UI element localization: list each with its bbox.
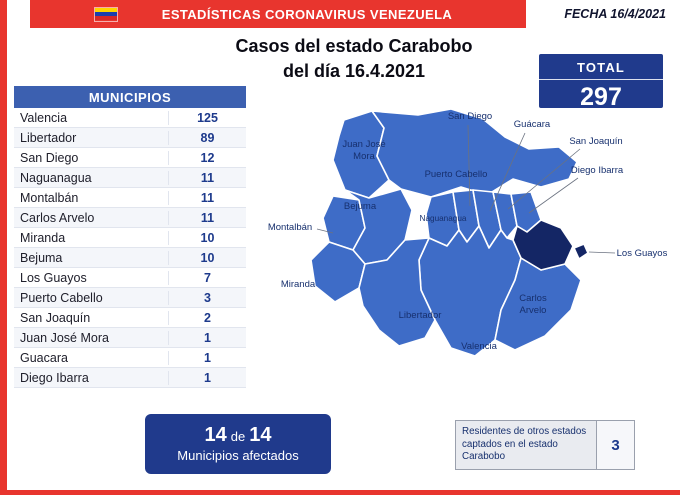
table-row: Puerto Cabello 3: [14, 288, 246, 308]
municipality-name: Bejuma: [20, 250, 63, 265]
table-rows: Valencia 125 Libertador 89 San Diego 12 Nag…: [14, 108, 246, 388]
table-row: Libertador 89: [14, 128, 246, 148]
table-row: Guacara 1: [14, 348, 246, 368]
affected-municipalities-box: 14 de 14 Municipios afectados: [145, 414, 331, 474]
leader-line-montalban: [316, 228, 334, 234]
municipality-value: 1: [168, 350, 246, 365]
municipality-name: Montalbán: [20, 190, 79, 205]
municipality-value: 7: [168, 270, 246, 285]
municipality-value: 10: [168, 250, 246, 265]
map-label-montalban: Montalbán: [268, 222, 312, 233]
municipality-value: 1: [168, 370, 246, 385]
leader-line-los-guayos: [588, 251, 616, 254]
affected-count-line: 14 de 14: [205, 425, 272, 445]
table-row: Naguanagua 11: [14, 168, 246, 188]
municipality-name: Los Guayos: [20, 270, 87, 285]
municipality-value: 12: [168, 150, 246, 165]
municipality-name: Juan José Mora: [20, 330, 109, 345]
map-label-san-diego: San Diego: [448, 111, 492, 122]
municipality-name: San Diego: [20, 150, 79, 165]
municipality-value: 2: [168, 310, 246, 325]
leader-line-diego-ibarra: [528, 177, 579, 214]
leader-line-san-diego: [467, 124, 471, 207]
map-label-diego-ibarra: Diego Ibarra: [571, 165, 624, 176]
municipality-name: Diego Ibarra: [20, 370, 89, 385]
table-row: Los Guayos 7: [14, 268, 246, 288]
municipality-value: 125: [168, 110, 246, 125]
map-label-guacara: Guácara: [514, 119, 551, 130]
top-red-bar: ESTADÍSTICAS CORONAVIRUS VENEZUELA: [30, 0, 526, 28]
table-row: Miranda 10: [14, 228, 246, 248]
residents-note-text: Residentes de otros estados captados en …: [456, 421, 596, 469]
left-red-stripe: [0, 0, 7, 495]
venezuela-flag-icon: [94, 6, 118, 22]
municipality-value: 1: [168, 330, 246, 345]
table-row: Valencia 125: [14, 108, 246, 128]
total-box: TOTAL 297: [539, 54, 663, 111]
leader-line-guacara: [489, 132, 526, 212]
table-row: Carlos Arvelo 11: [14, 208, 246, 228]
table-row: Juan José Mora 1: [14, 328, 246, 348]
page-title: Casos del estado Carabobo del día 16.4.2…: [170, 34, 538, 84]
map-region-los-guayos: [512, 219, 574, 271]
carabobo-map: San Diego Guácara San Joaquín Diego Ibar…: [240, 106, 670, 398]
date-label: FECHA 16/4/2021: [564, 7, 666, 21]
map-label-los-guayos: Los Guayos: [617, 248, 668, 259]
municipality-name: Miranda: [20, 230, 66, 245]
municipality-table: MUNICIPIOS Valencia 125 Libertador 89 San …: [14, 86, 246, 388]
affected-total: 14: [249, 424, 272, 446]
leader-line-san-joaquin: [507, 148, 581, 210]
map-label-juan-jose-mora-line1: Juan José: [342, 139, 385, 150]
table-row: San Joaquín 2: [14, 308, 246, 328]
affected-of-label: de: [230, 429, 246, 444]
municipality-value: 3: [168, 290, 246, 305]
map-label-carlos-arvelo-line2: Arvelo: [520, 305, 547, 316]
header-title: ESTADÍSTICAS CORONAVIRUS VENEZUELA: [161, 6, 453, 22]
map-label-valencia: Valencia: [461, 341, 497, 352]
affected-caption: Municipios afectados: [177, 448, 299, 463]
municipality-value: 11: [168, 210, 246, 225]
map-label-puerto-cabello: Puerto Cabello: [425, 169, 488, 180]
municipality-value: 11: [168, 190, 246, 205]
map-region-los-guayos-islet: [573, 243, 589, 260]
municipality-name: Valencia: [20, 110, 68, 125]
municipality-name: Libertador: [20, 130, 77, 145]
municipality-value: 11: [168, 170, 246, 185]
map-label-carlos-arvelo-line1: Carlos: [519, 293, 547, 304]
page-title-line2: del día 16.4.2021: [282, 61, 426, 82]
municipality-name: Puerto Cabello: [20, 290, 103, 305]
map-label-libertador: Libertador: [399, 310, 442, 321]
affected-count: 14: [204, 424, 227, 446]
map-label-juan-jose-mora-line2: Mora: [353, 151, 375, 162]
bottom-red-stripe: [0, 490, 680, 495]
municipality-name: Naguanagua: [20, 170, 92, 185]
table-row: Bejuma 10: [14, 248, 246, 268]
total-label: TOTAL: [539, 54, 663, 80]
residents-note-box: Residentes de otros estados captados en …: [455, 420, 635, 470]
map-label-bejuma: Bejuma: [344, 201, 377, 212]
table-header: MUNICIPIOS: [14, 86, 246, 108]
map-region-libertador: [358, 237, 436, 347]
residents-note-value: 3: [596, 421, 634, 469]
municipality-name: San Joaquín: [20, 310, 91, 325]
map-label-naguanagua: Naguanagua: [420, 214, 467, 223]
municipality-value: 10: [168, 230, 246, 245]
municipality-name: Guacara: [20, 350, 68, 365]
total-value: 297: [580, 83, 622, 111]
map-label-miranda: Miranda: [281, 279, 316, 290]
table-row: San Diego 12: [14, 148, 246, 168]
table-row: Montalbán 11: [14, 188, 246, 208]
municipality-name: Carlos Arvelo: [20, 210, 95, 225]
municipality-value: 89: [168, 130, 246, 145]
map-region-san-joaquin: [492, 191, 518, 239]
page-title-line1: Casos del estado Carabobo: [235, 36, 473, 56]
table-row: Diego Ibarra 1: [14, 368, 246, 388]
map-region-puerto-cabello: [371, 108, 578, 198]
map-label-san-joaquin: San Joaquín: [569, 136, 622, 147]
